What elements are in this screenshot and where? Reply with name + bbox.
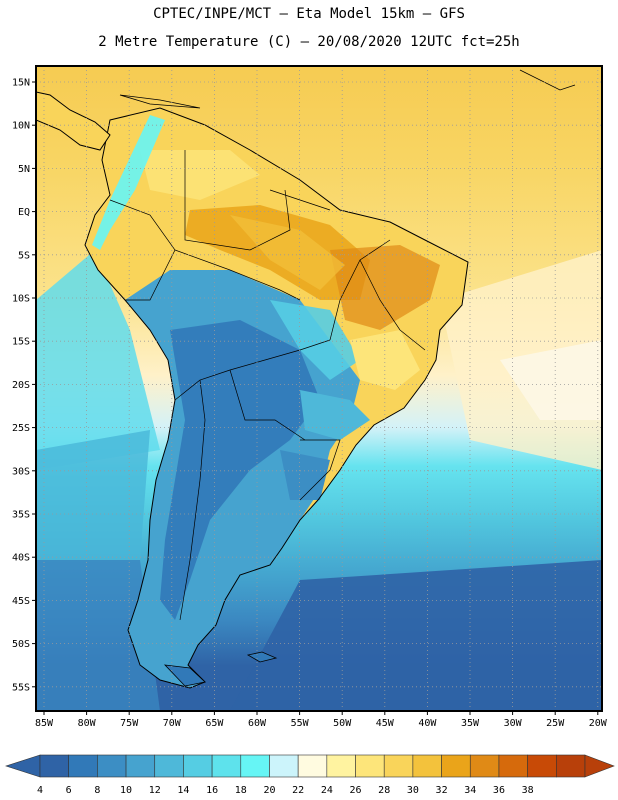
longitude-label: 20W [589,718,608,729]
colorbar-label: 14 [177,785,189,796]
colorbar-label: 10 [120,785,132,796]
country-borders [109,150,426,621]
colorbar-label: 38 [522,785,534,796]
longitude-label: 70W [163,718,182,729]
colorbar-swatch [326,754,356,778]
colorbar-swatch [355,754,385,778]
colorbar-low-arrow [5,754,41,778]
colorbar-label: 4 [37,785,43,796]
colorbar-label: 28 [378,785,390,796]
longitude-label: 35W [461,718,480,729]
colorbar-label: 18 [235,785,247,796]
colorbar-swatch [441,754,471,778]
longitude-label: 50W [333,718,352,729]
latitude-label: 20S [12,380,30,391]
colorbar-swatch [383,754,414,778]
colorbar-swatch [469,754,500,778]
colorbar-high-arrow [584,754,615,778]
latitude-label: EQ [18,207,30,218]
colorbar-swatch [269,754,299,778]
colorbar-label: 36 [493,785,505,796]
colorbar-swatch [183,754,213,778]
longitude-label: 55W [291,718,310,729]
colorbar-swatch [556,754,586,778]
longitude-label: 30W [504,718,523,729]
latitude-label: 35S [12,510,30,521]
colorbar-label: 24 [321,785,333,796]
colorbar-swatch [68,754,98,778]
map-frame [35,65,603,712]
chart-title-line2: 2 Metre Temperature (C) – 20/08/2020 12U… [98,34,520,50]
latitude-label: 10N [12,121,30,132]
longitude-label: 40W [418,718,437,729]
colorbar-label: 30 [407,785,419,796]
colorbar-label: 20 [263,785,275,796]
colorbar-label: 32 [436,785,448,796]
colorbar-label: 8 [94,785,100,796]
latitude-label: 45S [12,596,30,607]
latitude-label: 30S [12,466,30,477]
colorbar-swatch [125,754,156,778]
longitude-label: 85W [35,718,54,729]
colorbar-swatch [498,754,528,778]
latitude-label: 15N [12,78,30,89]
latitude-label: 15S [12,337,30,348]
latitude-label: 50S [12,639,30,650]
chart-title-line1: CPTEC/INPE/MCT – Eta Model 15km – GFS [153,6,465,22]
longitude-label: 60W [248,718,267,729]
colorbar-swatch [154,754,184,778]
coastline [84,107,469,689]
colorbar-swatch [527,754,557,778]
colorbar-label: 12 [149,785,161,796]
latitude-label: 5N [18,164,30,175]
colorbar-labels: 4 6 8 10 12 14 16 18 20 22 24 26 28 30 32 34 36 38 [37,785,534,796]
longitude-label: 65W [205,718,224,729]
latitude-label: 40S [12,553,30,564]
longitude-label: 45W [376,718,395,729]
colorbar-label: 22 [292,785,304,796]
colorbar-label: 26 [350,785,362,796]
colorbar-swatch [297,754,328,778]
colorbar-swatch [211,754,242,778]
colorbar-swatch [39,754,69,778]
colorbar-label: 16 [206,785,218,796]
colorbar-label: 34 [464,785,476,796]
colorbar [5,754,615,778]
latitude-label: 55S [12,682,30,693]
longitude-label: 25W [546,718,565,729]
latitude-label: 5S [18,250,30,261]
longitude-label: 75W [120,718,139,729]
longitude-labels: 85W 80W 75W 70W 65W 60W 55W 50W 45W 40W 35W 30W 25W 2… [35,711,608,729]
latitude-label: 10S [12,294,30,305]
central-america [36,91,111,151]
latitude-labels: 15N 10N 5N EQ 5S 10S 15S 20S 25S 30S 35S 40S 45S 50S 5… [12,78,36,693]
longitude-label: 80W [78,718,97,729]
latitude-label: 25S [12,423,30,434]
colorbar-swatch [97,754,127,778]
colorbar-label: 6 [66,785,72,796]
colorbar-swatch [412,754,442,778]
colorbar-swatch [240,754,270,778]
